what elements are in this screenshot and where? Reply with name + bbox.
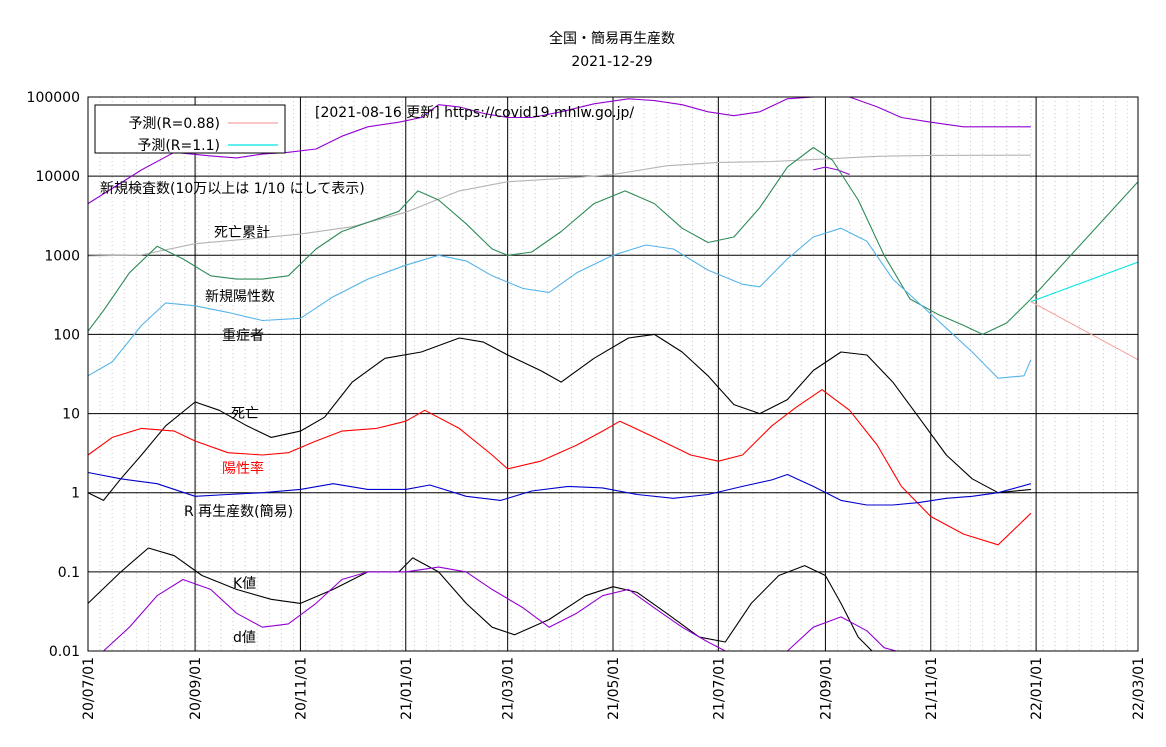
x-tick-label: 21/09/01 [818, 657, 834, 720]
series-K [87, 547, 873, 652]
annotation-label: d値 [233, 630, 256, 646]
x-tick-label: 21/11/01 [924, 657, 940, 720]
series-deaths [87, 333, 1031, 501]
series-severe [87, 227, 1032, 379]
series-forecast-cases [1030, 181, 1139, 300]
y-tick-label: 10 [62, 407, 80, 423]
legend-label: 予測(R=1.1) [137, 138, 220, 154]
chart-subtitle: 2021-12-29 [571, 54, 652, 70]
series-d-late [787, 616, 897, 652]
series-R [87, 471, 1032, 506]
annotation-label: 新規陽性数 [205, 289, 275, 305]
annotations: [2021-08-16 更新] https://covid19.mhlw.go.… [100, 105, 634, 646]
annotation-label: 陽性率 [222, 460, 264, 477]
series-forecast-11 [1030, 261, 1139, 303]
annotation-label: R 再生産数(簡易) [184, 504, 293, 520]
y-tick-label: 10000 [35, 169, 80, 185]
chart-title: 全国・簡易再生産数 [549, 30, 675, 47]
annotation-label: 死亡累計 [214, 225, 270, 241]
y-tick-label: 0.01 [49, 644, 80, 660]
x-tick-label: 21/05/01 [606, 657, 622, 720]
legend-label: 予測(R=0.88) [128, 116, 220, 132]
x-tick-label: 22/01/01 [1029, 657, 1045, 720]
y-tick-label: 1000 [44, 248, 80, 264]
x-tick-label: 21/03/01 [501, 657, 517, 720]
series-tests [87, 96, 814, 205]
series-lines [87, 96, 1139, 652]
grid [87, 96, 1139, 652]
x-tick-label: 20/07/01 [81, 657, 97, 720]
series-tests-late [849, 96, 1031, 128]
annotation-label: K値 [233, 576, 256, 592]
plot-frame [87, 96, 1139, 652]
series-d [103, 566, 726, 652]
series-deaths-cumulative [87, 154, 1031, 257]
annotation-label: 新規検査数(10万以上は 1/10 にして表示) [100, 181, 365, 197]
series-forecast-088 [1030, 301, 1139, 361]
x-tick-label: 20/11/01 [293, 657, 309, 720]
series-new-cases [87, 146, 1032, 335]
y-tick-label: 100000 [27, 90, 80, 106]
annotation-label: 重症者 [222, 328, 264, 344]
y-tick-label: 100 [53, 327, 80, 343]
y-tick-label: 0.1 [58, 565, 80, 581]
annotation-label: [2021-08-16 更新] https://covid19.mhlw.go.… [315, 105, 634, 121]
annotation-label: 死亡 [231, 406, 259, 422]
x-tick-label: 20/09/01 [188, 657, 204, 720]
y-tick-label: 1 [71, 486, 80, 502]
series-positivity [87, 389, 1032, 546]
x-tick-label: 21/07/01 [711, 657, 727, 720]
series-tests-scaled [813, 166, 850, 176]
x-tick-label: 21/01/01 [399, 657, 415, 720]
legend: 予測(R=0.88) 予測(R=1.1) [94, 104, 286, 154]
x-tick-label: 22/03/01 [1131, 657, 1147, 720]
